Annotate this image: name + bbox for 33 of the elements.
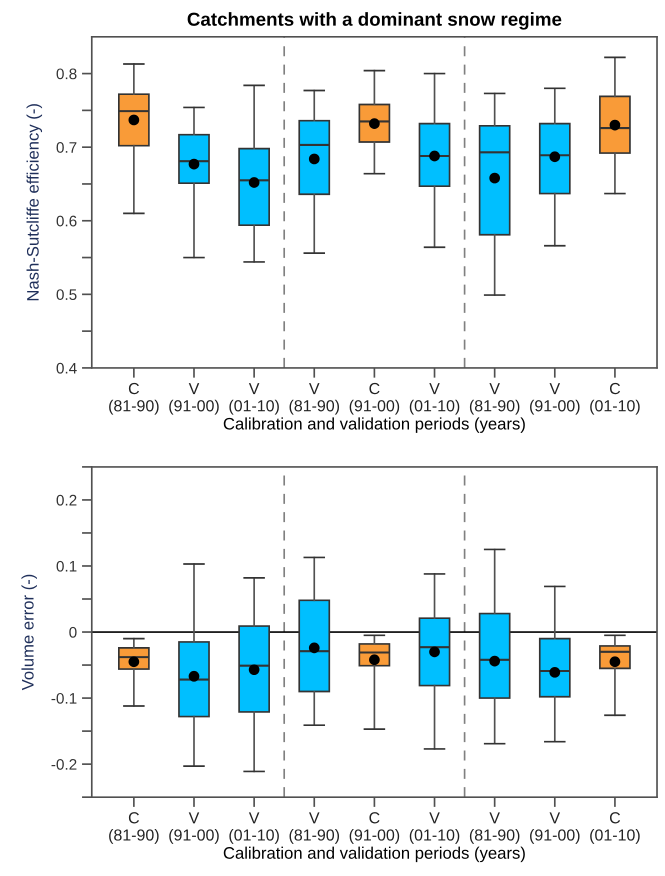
y-tick-label: 0.5 — [56, 289, 77, 300]
chart-title: Catchments with a dominant snow regime — [188, 12, 562, 30]
x-tick-label: V (91-00) — [530, 812, 580, 844]
x-tick-label: V (01-10) — [229, 383, 279, 415]
y-tick-label: 0.6 — [56, 216, 77, 226]
y-tick-label: 0.2 — [56, 494, 76, 506]
x-tick-label: C (01-10) — [590, 812, 640, 844]
x-axis-title: Calibration and validation periods (years) — [224, 846, 525, 862]
y-tick-label: 0 — [69, 626, 77, 638]
x-tick-label: C (91-00) — [350, 812, 400, 844]
x-tick-label: V (91-00) — [530, 383, 580, 415]
x-tick-label: C (91-00) — [350, 382, 400, 415]
x-tick-label: V (01-10) — [410, 812, 460, 844]
y-tick-label: -0.1 — [52, 692, 76, 704]
x-tick-label: V (81-90) — [470, 383, 520, 415]
x-tick-label: C (81-90) — [109, 382, 159, 415]
y-tick-label: 0.8 — [56, 68, 77, 80]
x-axis-title: Calibration and validation periods (years) — [224, 417, 525, 433]
y-tick-label: 0.4 — [56, 362, 77, 374]
y-tick-label: 0.7 — [56, 142, 76, 153]
x-tick-label: V (81-90) — [290, 812, 340, 844]
x-tick-label: C (01-10) — [590, 382, 640, 415]
y-axis-title: Volume error (-) — [21, 574, 37, 690]
x-tick-label: V (01-10) — [410, 383, 460, 415]
x-tick-label: C (81-90) — [109, 812, 159, 844]
y-tick-label: -0.2 — [52, 759, 76, 770]
x-tick-label: V (01-10) — [229, 812, 279, 844]
x-tick-label: V (81-90) — [290, 383, 340, 415]
x-tick-label: V (81-90) — [470, 812, 520, 844]
x-tick-label: V (91-00) — [169, 812, 219, 844]
y-axis-title: Nash-Sutcliffe efficiency (-) — [26, 104, 42, 300]
y-tick-label: 0.1 — [56, 560, 76, 572]
x-tick-label: V (91-00) — [169, 383, 219, 415]
